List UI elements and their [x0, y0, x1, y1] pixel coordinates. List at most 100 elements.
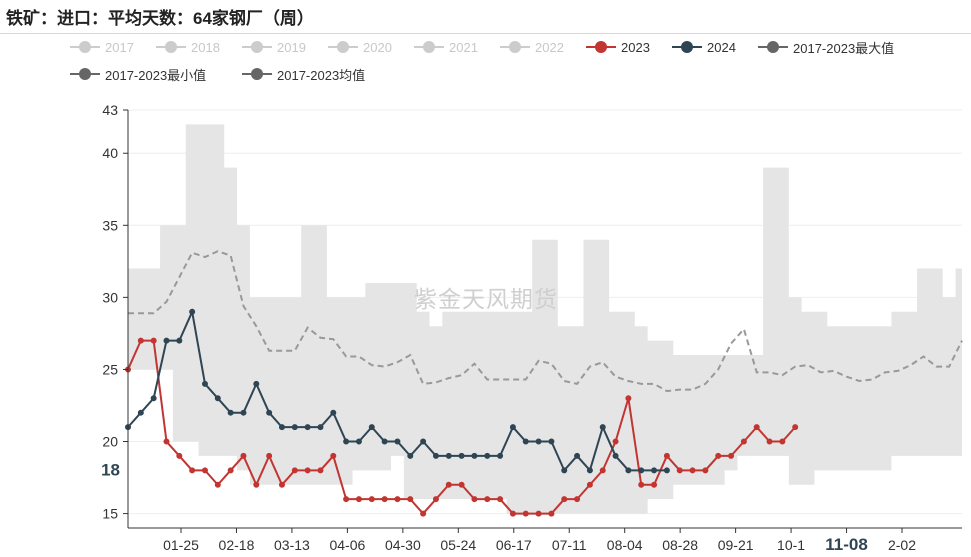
- data-point-2024: [612, 452, 619, 459]
- legend-label: 2022: [535, 39, 564, 55]
- data-point-2023: [355, 496, 362, 503]
- data-point-2023: [651, 481, 658, 488]
- data-point-2023: [676, 467, 683, 474]
- data-point-2023: [715, 452, 722, 459]
- range-band-area: [128, 124, 962, 514]
- x-tick-label: 07-11: [552, 537, 587, 553]
- data-point-2024: [189, 308, 196, 315]
- data-point-2024: [266, 409, 273, 416]
- legend-marker-icon: [156, 40, 186, 54]
- y-tick-label: 35: [102, 217, 118, 233]
- data-point-2024: [535, 438, 542, 445]
- data-point-2023: [304, 467, 311, 474]
- legend-label: 2023: [621, 39, 650, 55]
- data-point-2024: [150, 395, 157, 402]
- data-point-2023: [330, 452, 337, 459]
- data-point-2024: [304, 424, 311, 431]
- data-point-2024: [574, 452, 581, 459]
- data-point-2024: [599, 424, 606, 431]
- data-point-2024: [368, 424, 375, 431]
- data-point-2023: [638, 481, 645, 488]
- legend-label: 2017-2023最大值: [793, 40, 895, 56]
- legend-marker-icon: [414, 40, 444, 54]
- data-point-2023: [586, 481, 593, 488]
- watermark: 紫金天风期货: [414, 286, 558, 312]
- data-point-2024: [586, 467, 593, 474]
- data-point-2024: [201, 380, 208, 387]
- data-point-2023: [728, 452, 735, 459]
- data-point-2023: [599, 467, 606, 474]
- data-point-2023: [407, 496, 414, 503]
- x-tick-label: 01-25: [163, 537, 199, 553]
- data-point-2023: [509, 510, 516, 517]
- data-point-2024: [522, 438, 529, 445]
- data-point-2024: [471, 452, 478, 459]
- legend-item-2017-2023均值[interactable]: 2017-2023均值: [242, 65, 365, 83]
- data-point-2024: [163, 337, 170, 344]
- legend-item-2017-2023最大值[interactable]: 2017-2023最大值: [758, 38, 894, 56]
- legend-item-2019[interactable]: 2019: [242, 38, 306, 56]
- x-tick-label: 06-17: [496, 537, 532, 553]
- legend-marker-icon: [242, 40, 272, 54]
- data-point-2024: [561, 467, 568, 474]
- data-point-2023: [625, 395, 632, 402]
- data-point-2023: [740, 438, 747, 445]
- data-point-2023: [663, 452, 670, 459]
- data-point-2023: [561, 496, 568, 503]
- data-point-2023: [702, 467, 709, 474]
- x-tick-label: 10-1: [777, 537, 805, 553]
- data-point-2023: [471, 496, 478, 503]
- legend-item-2024[interactable]: 2024: [672, 38, 736, 56]
- legend-marker-icon: [242, 67, 272, 81]
- data-point-2023: [574, 496, 581, 503]
- data-point-2023: [484, 496, 491, 503]
- data-point-2024: [394, 438, 401, 445]
- legend-marker-icon: [672, 40, 702, 54]
- data-point-2024: [343, 438, 350, 445]
- legend-item-2018[interactable]: 2018: [156, 38, 220, 56]
- x-tick-label: 05-24: [440, 537, 476, 553]
- data-point-2023: [317, 467, 324, 474]
- data-point-2024: [651, 467, 658, 474]
- data-point-2024: [381, 438, 388, 445]
- data-point-2024: [253, 380, 260, 387]
- data-point-2024: [432, 452, 439, 459]
- data-point-2023: [792, 424, 799, 431]
- data-point-2023: [291, 467, 298, 474]
- data-point-2024: [278, 424, 285, 431]
- series-mean-line: [128, 250, 963, 393]
- data-point-2023: [150, 337, 157, 344]
- legend-item-2020[interactable]: 2020: [328, 38, 392, 56]
- y-tick-label: 43: [102, 102, 118, 118]
- data-point-2024: [291, 424, 298, 431]
- legend-marker-icon: [70, 67, 100, 81]
- data-point-2023: [266, 452, 273, 459]
- legend-marker-icon: [500, 40, 530, 54]
- legend-label: 2018: [191, 39, 220, 55]
- data-point-2023: [458, 481, 465, 488]
- y-tick-label: 40: [102, 145, 118, 161]
- data-point-2024: [638, 467, 645, 474]
- legend-item-2023[interactable]: 2023: [586, 38, 650, 56]
- data-point-2023: [201, 467, 208, 474]
- legend-item-2017[interactable]: 2017: [70, 38, 134, 56]
- data-point-2023: [368, 496, 375, 503]
- data-point-2023: [240, 452, 247, 459]
- x-tick-label: 08-28: [662, 537, 698, 553]
- data-point-2024: [137, 409, 144, 416]
- y-tick-label: 15: [102, 506, 118, 522]
- legend-item-2021[interactable]: 2021: [414, 38, 478, 56]
- data-point-2023: [535, 510, 542, 517]
- legend-item-2017-2023最小值[interactable]: 2017-2023最小值: [70, 65, 206, 83]
- x-tick-label: 11-08: [825, 535, 868, 554]
- page-title: 铁矿：进口：平均天数：64家钢厂（周）: [6, 9, 314, 28]
- data-point-2024: [548, 438, 555, 445]
- data-point-2024: [484, 452, 491, 459]
- x-tick-label: 03-13: [274, 537, 310, 553]
- data-point-2024: [445, 452, 452, 459]
- legend-label: 2019: [277, 39, 306, 55]
- legend-marker-icon: [758, 40, 788, 54]
- data-point-2023: [176, 452, 183, 459]
- legend-item-2022[interactable]: 2022: [500, 38, 564, 56]
